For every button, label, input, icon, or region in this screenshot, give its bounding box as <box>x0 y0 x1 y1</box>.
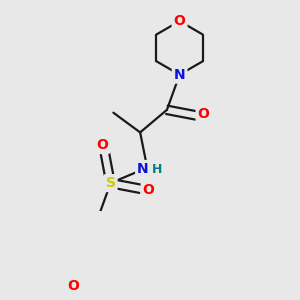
Text: O: O <box>143 183 154 197</box>
Text: O: O <box>198 107 209 121</box>
Text: H: H <box>152 163 162 176</box>
Text: O: O <box>67 279 79 293</box>
Text: N: N <box>137 162 149 176</box>
Text: S: S <box>106 176 116 190</box>
Text: N: N <box>174 68 185 82</box>
Text: O: O <box>174 14 185 28</box>
Text: O: O <box>96 138 108 152</box>
